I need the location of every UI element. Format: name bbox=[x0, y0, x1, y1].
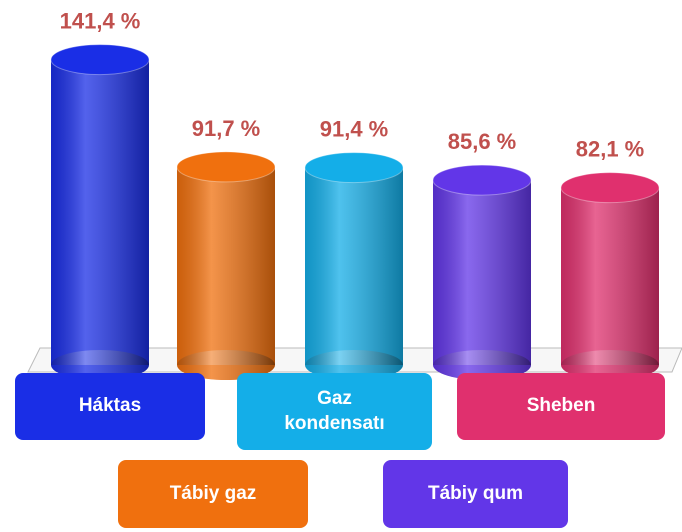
category-label: Tábiy gaz bbox=[118, 460, 308, 528]
value-label: 141,4 % bbox=[60, 9, 141, 34]
category-text: Tábiy qum bbox=[427, 482, 523, 504]
category-text: Tábiy gaz bbox=[169, 482, 257, 504]
category-label: Tábiy qum bbox=[383, 460, 568, 528]
category-label: Gaz kondensatı bbox=[237, 373, 432, 450]
cylinder-top bbox=[560, 172, 660, 204]
cylinder bbox=[560, 172, 660, 380]
category-label: Sheben bbox=[457, 373, 665, 440]
cylinder-shade bbox=[51, 59, 149, 366]
cylinder bbox=[304, 152, 404, 380]
value-label: 82,1 % bbox=[576, 137, 645, 162]
cylinder-shade bbox=[177, 166, 275, 365]
category-text: Háktas bbox=[78, 395, 142, 417]
category-text: Sheben bbox=[526, 395, 596, 417]
category-label: Háktas bbox=[15, 373, 205, 440]
category-text: Gaz kondensatı bbox=[284, 387, 385, 434]
cylinder-top bbox=[432, 164, 532, 196]
cylinder bbox=[432, 164, 532, 380]
cylinder-top bbox=[304, 152, 404, 184]
cylinder-top bbox=[50, 44, 150, 76]
cylinder-shade bbox=[305, 167, 403, 365]
value-label: 91,4 % bbox=[320, 117, 389, 142]
value-label: 91,7 % bbox=[192, 116, 261, 141]
cylinder bbox=[50, 44, 150, 380]
cylinder bbox=[176, 151, 276, 380]
value-label: 85,6 % bbox=[448, 129, 517, 154]
cylinder-shade bbox=[561, 187, 659, 365]
cylinder-top bbox=[176, 151, 276, 183]
cylinder-shade bbox=[433, 180, 531, 365]
